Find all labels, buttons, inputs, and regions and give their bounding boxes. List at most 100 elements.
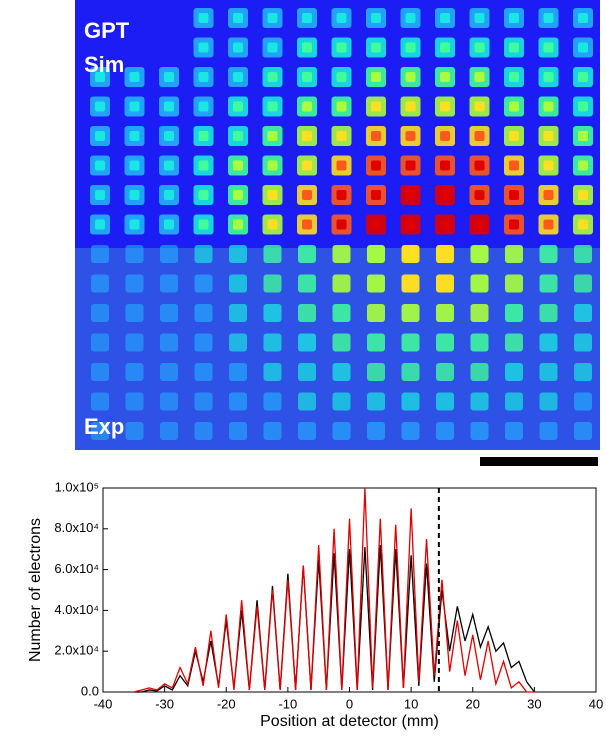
spot-core <box>543 72 554 82</box>
spot-core <box>336 219 347 230</box>
spot-core <box>371 190 381 200</box>
spot-core <box>129 72 140 82</box>
spot <box>470 392 489 411</box>
spot-core <box>164 131 174 141</box>
spot <box>436 274 454 293</box>
spot-core <box>405 13 416 23</box>
spot <box>298 274 316 293</box>
spot <box>436 333 454 352</box>
spot <box>436 245 454 263</box>
spot <box>91 333 109 352</box>
spot <box>125 245 144 263</box>
spot-core <box>543 131 554 141</box>
spot <box>505 274 523 293</box>
spot-core <box>474 42 485 53</box>
spot-core <box>198 160 209 171</box>
spot <box>505 304 523 322</box>
spot-core <box>198 42 209 53</box>
spot-core <box>198 190 209 200</box>
spot <box>194 392 213 411</box>
spot <box>229 363 247 381</box>
spot <box>91 274 109 293</box>
spot-core <box>371 13 381 23</box>
spot-core <box>302 190 312 200</box>
spot <box>539 333 558 352</box>
spot-core <box>509 13 519 23</box>
spot-core <box>474 131 485 141</box>
spot <box>505 422 523 440</box>
spot <box>574 304 592 322</box>
spot-core <box>578 190 588 200</box>
spot <box>263 363 282 381</box>
series-line <box>133 487 535 693</box>
spot-core <box>95 190 105 200</box>
spot-core <box>95 131 105 141</box>
spot <box>539 392 558 411</box>
spot <box>332 422 351 440</box>
spot <box>194 245 213 263</box>
spot-core <box>233 101 243 112</box>
spot-core <box>302 101 312 112</box>
spot <box>125 274 144 293</box>
spot-core <box>440 42 450 53</box>
spot-core <box>371 131 381 141</box>
spot-core <box>129 219 140 230</box>
spot <box>401 333 420 352</box>
spot-core <box>164 160 174 171</box>
spot-core <box>578 160 588 171</box>
spot-core <box>198 131 209 141</box>
spot-core <box>198 13 209 23</box>
spot <box>332 245 351 263</box>
spot <box>263 422 282 440</box>
spot-core <box>95 72 105 82</box>
spot <box>367 422 385 440</box>
spot <box>91 392 109 411</box>
spot <box>470 363 489 381</box>
spot-core <box>129 160 140 171</box>
spot <box>194 363 213 381</box>
y-tick-label: 6.0x10⁴ <box>54 561 99 576</box>
spot-core <box>233 219 243 230</box>
spot-core <box>198 219 209 230</box>
spot <box>91 422 109 440</box>
y-tick-label: 4.0x10⁴ <box>54 602 99 617</box>
spot <box>574 274 592 293</box>
spot <box>263 333 282 352</box>
series-line <box>133 545 535 693</box>
spot <box>263 304 282 322</box>
spot-core <box>164 101 174 112</box>
spot <box>194 333 213 352</box>
spot <box>401 245 420 263</box>
spot <box>263 274 282 293</box>
spot <box>332 304 351 322</box>
spot-core <box>440 72 450 82</box>
spot <box>401 274 420 293</box>
spot-core <box>578 219 588 230</box>
spot-core <box>336 131 347 141</box>
spot <box>332 274 351 293</box>
spot <box>367 274 385 293</box>
spot <box>367 392 385 411</box>
spot-core <box>509 42 519 53</box>
spot <box>229 245 247 263</box>
x-tick-label: -20 <box>217 696 236 711</box>
spot-core <box>302 42 312 53</box>
spot-core <box>509 219 519 230</box>
spot-core <box>164 219 174 230</box>
spot-core <box>336 13 347 23</box>
spot-core <box>198 101 209 112</box>
spot-core <box>371 101 381 112</box>
spot <box>436 363 454 381</box>
spot <box>298 245 316 263</box>
spot <box>125 333 144 352</box>
spot-core <box>267 160 278 171</box>
spot <box>125 392 144 411</box>
spot-core <box>302 131 312 141</box>
spot-core <box>578 72 588 82</box>
spot <box>539 422 558 440</box>
sim-image <box>75 0 600 248</box>
spot <box>194 274 213 293</box>
spot-core <box>336 160 347 171</box>
spot-core <box>164 72 174 82</box>
spot-core <box>509 72 519 82</box>
